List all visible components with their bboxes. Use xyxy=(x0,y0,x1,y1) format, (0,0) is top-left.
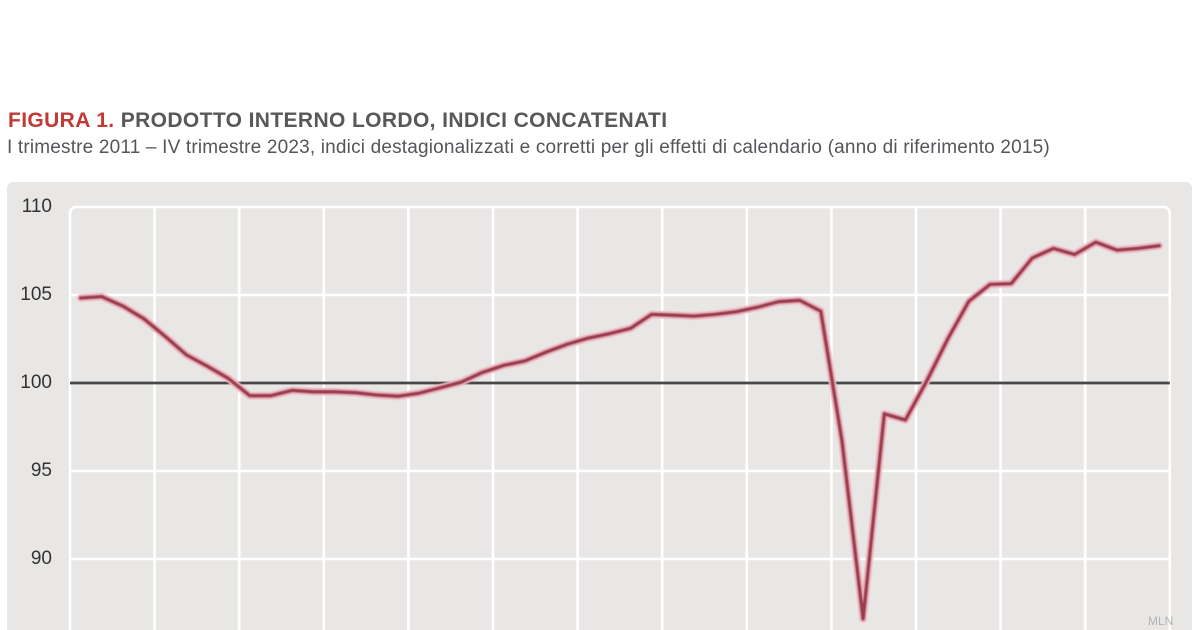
svg-text:95: 95 xyxy=(31,460,52,481)
svg-text:105: 105 xyxy=(20,284,52,305)
svg-text:100: 100 xyxy=(20,372,52,393)
svg-text:110: 110 xyxy=(22,196,52,217)
svg-text:MLN: MLN xyxy=(1148,614,1173,628)
svg-text:90: 90 xyxy=(31,548,52,569)
